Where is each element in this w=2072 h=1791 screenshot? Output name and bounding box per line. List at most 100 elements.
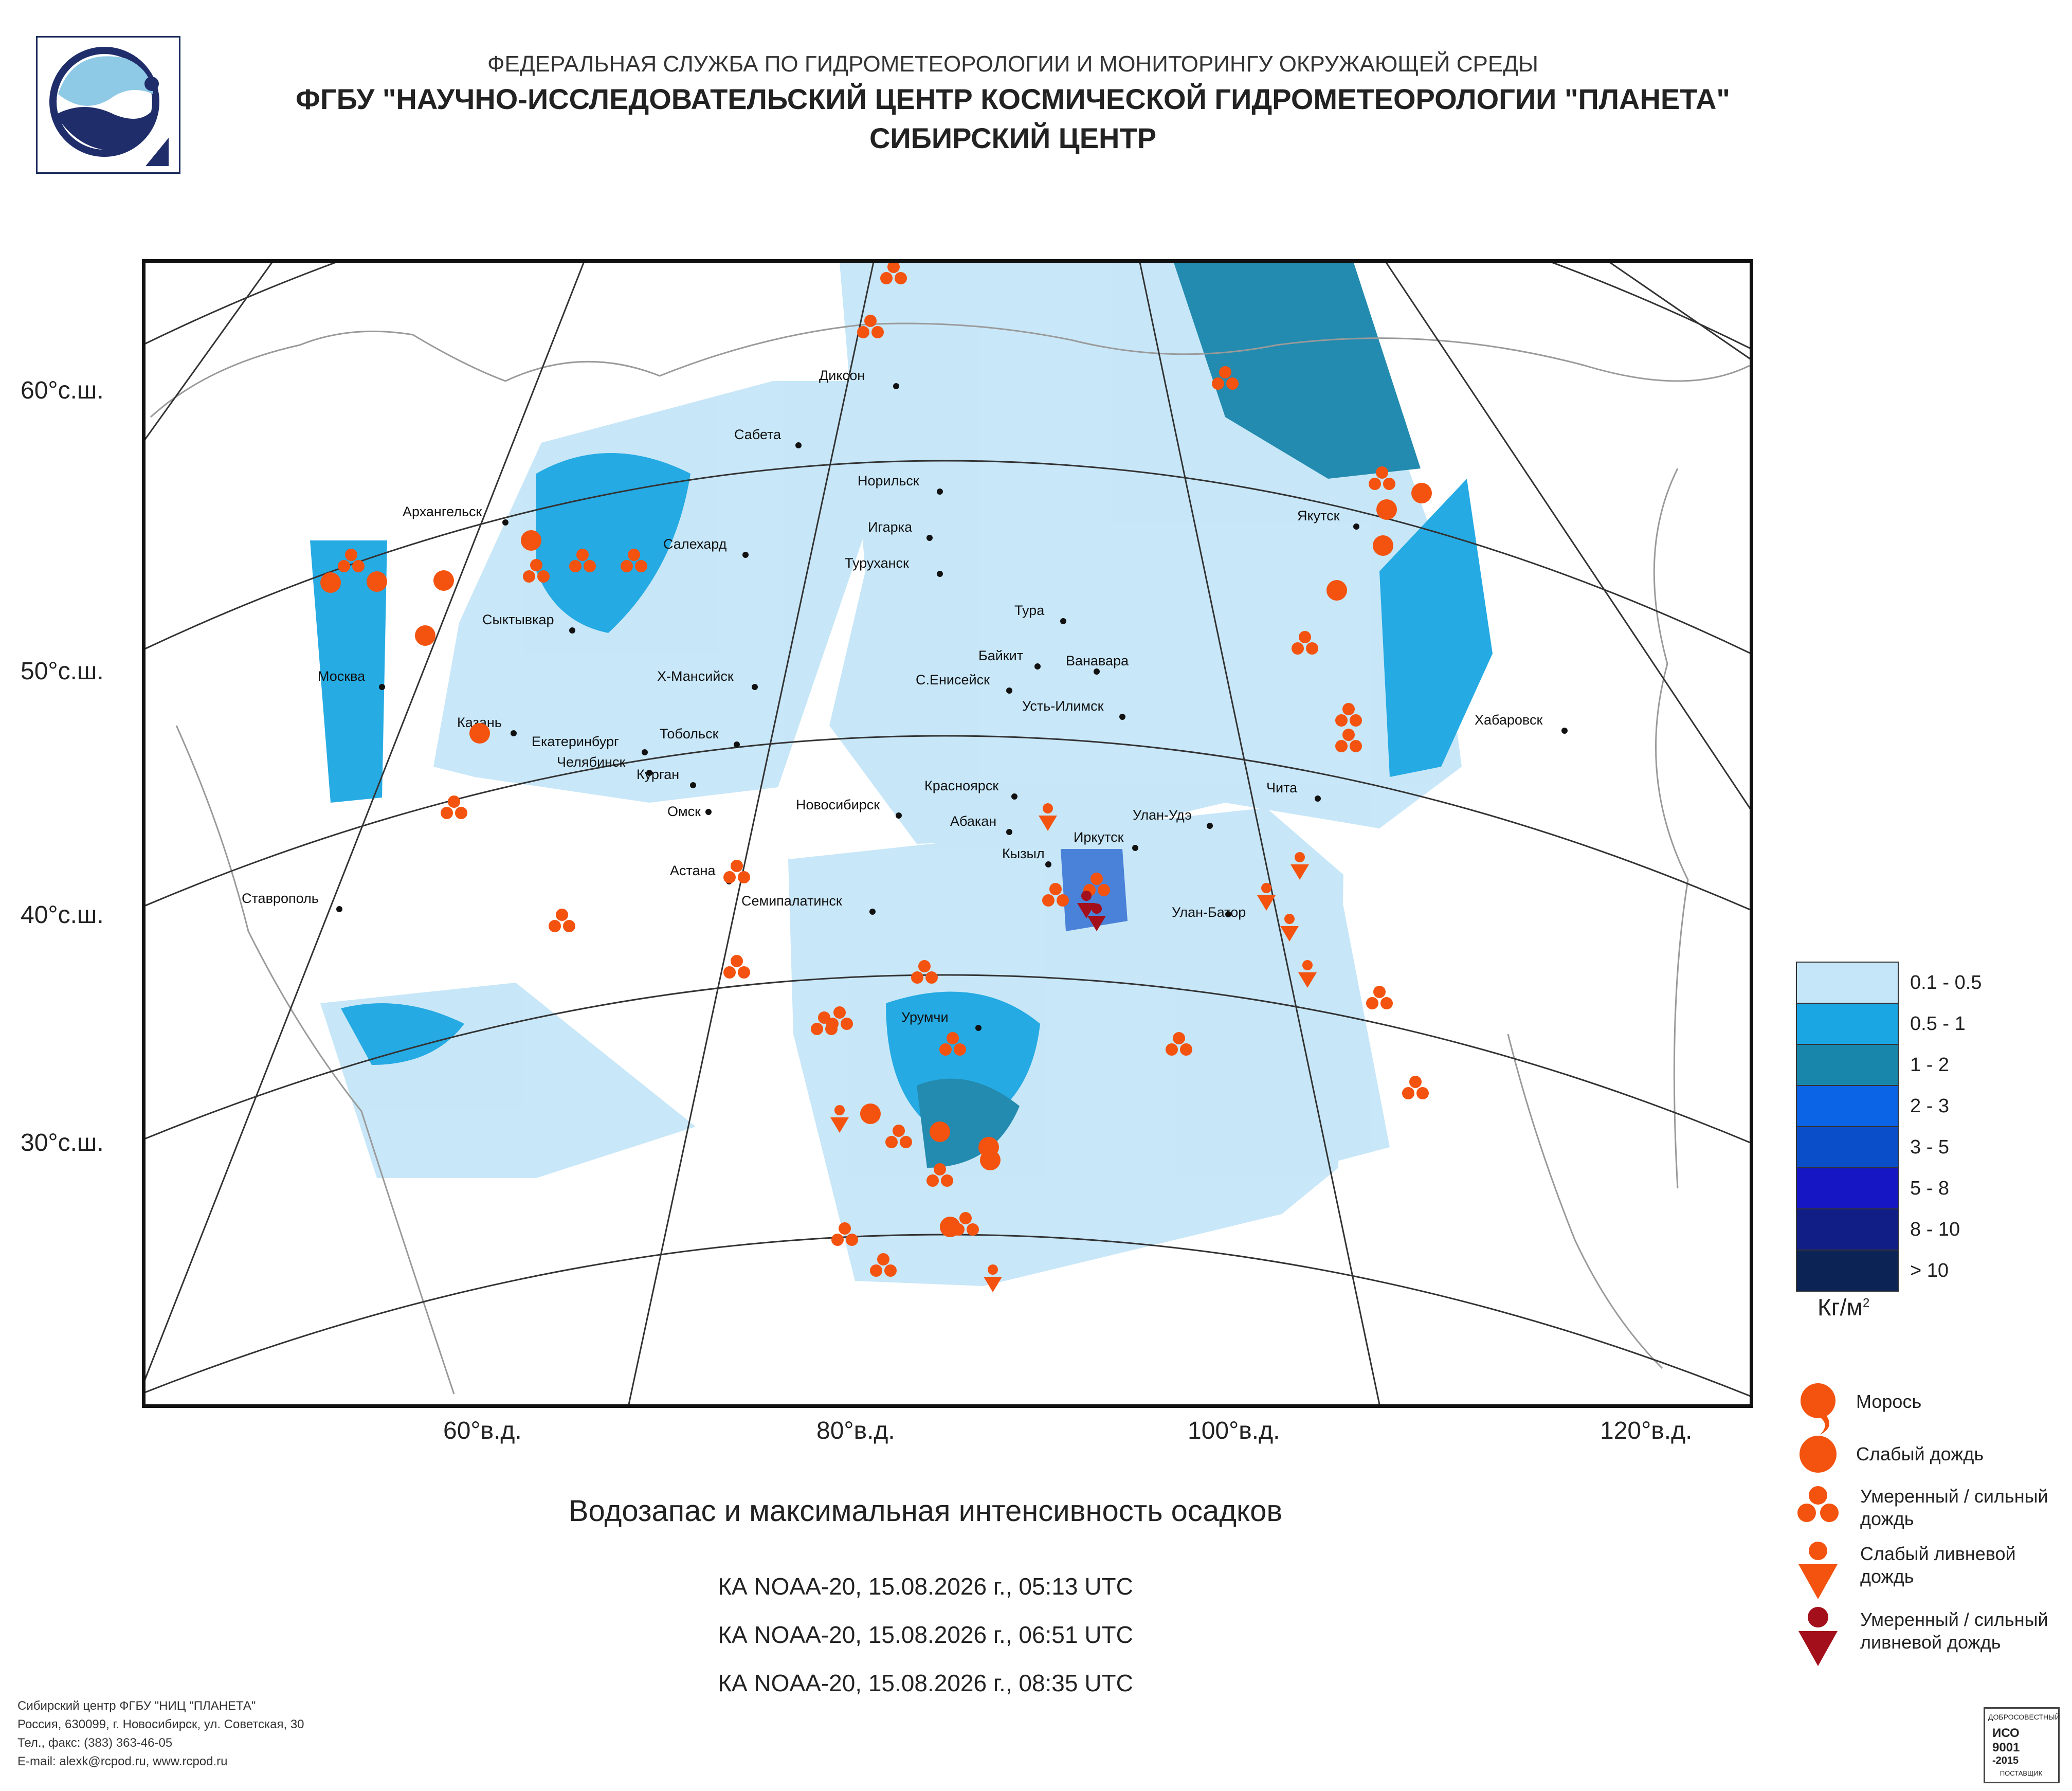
city-marker bbox=[511, 730, 517, 736]
moderate-rain-marker bbox=[839, 1222, 851, 1235]
city-label: Урумчи bbox=[901, 1009, 949, 1025]
moderate-rain-marker bbox=[441, 807, 453, 819]
city-marker bbox=[336, 906, 342, 912]
legend-swatch-2 bbox=[1796, 1044, 1899, 1086]
moderate-rain-marker bbox=[1369, 478, 1381, 490]
city-marker bbox=[1094, 668, 1100, 675]
moderate-rain-marker bbox=[1057, 894, 1069, 907]
shower-marker bbox=[1302, 960, 1313, 970]
city-label: Якутск bbox=[1297, 508, 1340, 523]
light-rain-marker bbox=[320, 572, 341, 593]
city-marker bbox=[1132, 845, 1138, 851]
moderate-rain-marker bbox=[537, 570, 550, 583]
lon-label-80: 80°в.д. bbox=[816, 1417, 895, 1444]
moderate-rain-marker bbox=[1299, 631, 1311, 643]
city-marker bbox=[926, 535, 933, 541]
moderate-rain-marker bbox=[887, 263, 900, 273]
light-rain-icon bbox=[1800, 1436, 1837, 1473]
legend-swatch-4 bbox=[1796, 1126, 1899, 1168]
moderate-rain-marker bbox=[1219, 366, 1231, 378]
city-label: Туруханск bbox=[845, 555, 909, 571]
map-title: Водозапас и максимальная интенсивность о… bbox=[568, 1494, 1283, 1528]
planeta-logo bbox=[36, 36, 180, 174]
city-label: Салехард bbox=[663, 536, 727, 552]
moderate-rain-marker bbox=[1212, 377, 1224, 390]
precipitation-map[interactable]: Диксон Сабета Норильск Игарка Туруханск Архан… bbox=[142, 259, 1753, 1408]
moderate-rain-marker bbox=[934, 1163, 946, 1175]
legend-drizzle-label: Морось bbox=[1856, 1391, 1922, 1412]
moderate-rain-marker bbox=[864, 315, 877, 327]
city-label: Норильск bbox=[858, 473, 919, 489]
lon-label-100: 100°в.д. bbox=[1188, 1417, 1280, 1444]
moderate-rain-marker bbox=[523, 570, 535, 583]
moderate-rain-marker bbox=[584, 560, 596, 572]
iso-certificate-badge: ДОБРОСОВЕСТНЫЙ ИСО 9001 -2015 ПОСТАВЩИК bbox=[1984, 1707, 2060, 1783]
footer-org: Сибирский центр ФГБУ "НИЦ "ПЛАНЕТА" bbox=[17, 1699, 256, 1713]
moderate-rain-marker bbox=[731, 860, 743, 872]
footer-email[interactable]: E-mail: alexk@rcpod.ru, www.rcpod.ru bbox=[17, 1754, 228, 1768]
moderate-rain-marker bbox=[1402, 1087, 1414, 1099]
light-rain-marker bbox=[1411, 483, 1432, 503]
city-label: Тура bbox=[1014, 603, 1045, 618]
shower-triangle bbox=[1257, 895, 1276, 911]
city-label: Усть-Илимск bbox=[1022, 698, 1104, 714]
city-label: Красноярск bbox=[924, 778, 998, 793]
moderate-rain-marker bbox=[1383, 478, 1395, 490]
legend-unit: Кг/м2 bbox=[1817, 1294, 1870, 1320]
city-label: Тобольск bbox=[660, 726, 719, 741]
moderate-rain-marker bbox=[723, 871, 736, 883]
satellite-swaths bbox=[310, 263, 1493, 1286]
moderate-rain-marker bbox=[918, 960, 931, 972]
light-rain-marker bbox=[1376, 499, 1397, 520]
moderate-rain-marker bbox=[1380, 997, 1393, 1009]
moderate-rain-marker bbox=[811, 1023, 823, 1035]
shower-triangle bbox=[1039, 816, 1057, 831]
moderate-rain-marker bbox=[900, 1136, 912, 1148]
city-marker bbox=[1315, 795, 1321, 802]
moderate-rain-marker bbox=[352, 560, 365, 572]
moderate-rain-marker bbox=[833, 1006, 846, 1019]
city-label: Диксон bbox=[819, 368, 865, 383]
moderate-rain-marker bbox=[723, 966, 736, 979]
moderate-rain-marker bbox=[831, 1234, 844, 1246]
legend-label-2: 1 - 2 bbox=[1910, 1054, 1950, 1076]
city-label: Байкит bbox=[978, 648, 1023, 663]
moderate-rain-marker bbox=[1376, 466, 1388, 479]
city-label: Улан-Батор bbox=[1172, 904, 1246, 920]
graticule bbox=[146, 263, 1750, 1404]
moderate-rain-marker bbox=[1416, 1087, 1429, 1099]
moderate-rain-marker bbox=[448, 795, 460, 808]
city-marker bbox=[734, 741, 740, 748]
moderate-rain-marker bbox=[857, 326, 869, 338]
lon-label-60: 60°в.д. bbox=[443, 1417, 522, 1444]
planeta-emblem-icon bbox=[49, 47, 169, 166]
city-label: Хабаровск bbox=[1475, 712, 1542, 728]
heavy-shower-icon bbox=[1798, 1607, 1838, 1666]
shower-triangle bbox=[1291, 864, 1309, 880]
legend-label-7: > 10 bbox=[1910, 1260, 1949, 1281]
moderate-rain-marker bbox=[731, 955, 743, 967]
legend-swatch-6 bbox=[1796, 1208, 1899, 1251]
city-marker bbox=[1119, 714, 1125, 720]
city-marker bbox=[752, 684, 758, 690]
precipitation-symbols bbox=[320, 263, 1432, 1292]
shower-triangle bbox=[1077, 903, 1096, 918]
moderate-rain-marker bbox=[738, 871, 750, 883]
light-rain-marker bbox=[367, 571, 387, 592]
light-shower-icon bbox=[1798, 1542, 1838, 1599]
moderate-rain-marker bbox=[635, 560, 647, 572]
moderate-rain-marker bbox=[1350, 740, 1362, 752]
moderate-rain-marker bbox=[1342, 729, 1355, 741]
city-label: Москва bbox=[318, 668, 366, 684]
moderate-rain-marker bbox=[1373, 986, 1386, 998]
city-label: Абакан bbox=[950, 813, 996, 829]
city-label: Кызыл bbox=[1002, 846, 1045, 861]
footer-address: Россия, 630099, г. Новосибирск, ул. Сове… bbox=[17, 1717, 304, 1731]
legend-swatch-5 bbox=[1796, 1167, 1899, 1209]
city-label: Улан-Удэ bbox=[1133, 807, 1192, 823]
city-marker bbox=[1045, 861, 1051, 867]
light-rain-marker bbox=[940, 1217, 960, 1237]
city-label: Ванавара bbox=[1066, 653, 1129, 668]
satellite-pass-2: КА NOAA-20, 15.08.2026 г., 06:51 UTC bbox=[718, 1621, 1133, 1648]
city-marker bbox=[893, 383, 899, 389]
